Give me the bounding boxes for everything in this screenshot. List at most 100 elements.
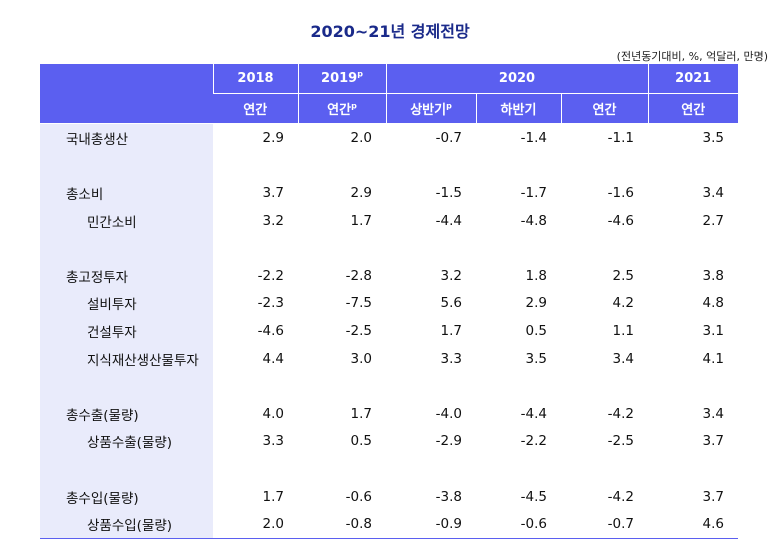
row-label: 설비투자 (40, 289, 213, 318)
value-cell: 1.1 (612, 322, 635, 339)
table-header: 2018 2019p 2020 2021 연간 연간p 상반기p 하반기 연간 연간 (40, 64, 739, 124)
spacer-row (40, 455, 738, 483)
table-row: 총고정투자 -2.2 -2.8 3.2 1.8 2.5 3.8 (40, 261, 738, 290)
spacer-label-cell (40, 151, 213, 180)
table-row: 총수출(물량) 4.0 1.7 -4.0 -4.4 -4.2 3.4 (40, 399, 738, 428)
value-cell: 3.2 (440, 267, 462, 284)
value-cell: 4.6 (648, 510, 739, 539)
value-cell: 1.7 (350, 212, 372, 229)
value-cell: -4.2 (607, 488, 635, 505)
row-label: 총고정투자 (40, 261, 213, 290)
table-row: 총소비 3.7 2.9 -1.5 -1.7 -1.6 3.4 (40, 179, 738, 207)
header-year-2020: 2020 (385, 64, 649, 94)
header-row-years: 2018 2019p 2020 2021 (40, 64, 739, 124)
header-period-text: 연간 (243, 103, 268, 118)
value-cell: 2.0 (350, 129, 372, 146)
value-cell: 3.2 (262, 212, 284, 229)
table-row: 건설투자 -4.6 -2.5 1.7 0.5 1.1 3.1 (40, 317, 738, 345)
unit-note: (전년동기대비, %, 억달러, 만명) (616, 50, 768, 63)
header-year-2018: 2018 (212, 64, 298, 94)
spacer-cell (476, 372, 561, 400)
value-cell: 3.5 (525, 350, 547, 367)
value-cell: -0.7 (561, 510, 649, 539)
spacer-row (40, 234, 738, 262)
spacer-cell (561, 372, 648, 400)
header-period: 연간 (560, 93, 649, 124)
value-cell: -2.8 (345, 267, 372, 284)
value-cell: -3.8 (435, 488, 462, 505)
value-cell: -0.6 (345, 488, 372, 505)
spacer-cell (298, 152, 386, 180)
row-label: 상품수입(물량) (40, 510, 213, 539)
value-cell: -1.5 (435, 184, 462, 201)
header-corner (40, 64, 213, 124)
row-label: 총소비 (40, 179, 213, 207)
page-title: 2020~21년 경제전망 (310, 22, 470, 41)
header-period-text: 연간 (681, 103, 706, 118)
value-cell: -4.4 (435, 212, 462, 229)
spacer-cell (386, 372, 476, 400)
spacer-cell (298, 455, 386, 483)
header-period: 하반기 (475, 93, 561, 124)
value-cell: 2.9 (350, 184, 372, 201)
header-year-2021: 2021 (647, 64, 739, 94)
spacer-cell (476, 152, 561, 180)
spacer-label-cell (40, 455, 213, 483)
spacer-cell (648, 234, 738, 262)
row-label: 건설투자 (40, 317, 213, 345)
value-cell: -0.9 (386, 510, 476, 539)
value-cell: 3.4 (702, 184, 725, 201)
spacer-cell (213, 234, 298, 262)
value-cell: -0.7 (435, 129, 462, 146)
value-cell: 4.2 (612, 295, 635, 312)
header-period: 연간 (213, 93, 298, 124)
header-row-periods: 연간 연간p 상반기p 하반기 연간 연간 (40, 93, 739, 124)
value-cell: -2.2 (520, 433, 547, 450)
value-cell: 4.1 (702, 350, 725, 367)
spacer-label-cell (40, 372, 213, 400)
row-label: 총수입(물량) (40, 482, 213, 511)
header-period-text: 연간 (592, 103, 617, 118)
value-cell: -2.5 (607, 433, 635, 450)
spacer-cell (386, 455, 476, 483)
spacer-cell (561, 152, 648, 180)
value-cell: -7.5 (345, 295, 372, 312)
value-cell: -2.2 (257, 267, 284, 284)
value-cell: 3.8 (702, 267, 725, 284)
value-cell: 0.5 (350, 433, 372, 450)
value-cell: 3.5 (702, 129, 725, 146)
spacer-cell (648, 455, 738, 483)
spacer-cell (213, 152, 298, 180)
value-cell: 3.3 (262, 433, 284, 450)
row-label: 민간소비 (40, 206, 213, 235)
spacer-row (40, 151, 738, 180)
table-row: 상품수입(물량) 2.0 -0.8 -0.9 -0.6 -0.7 4.6 (40, 510, 739, 539)
value-cell: 4.8 (702, 295, 725, 312)
value-cell: -4.8 (520, 212, 547, 229)
value-cell: -1.7 (520, 184, 547, 201)
spacer-label-cell (40, 234, 213, 262)
value-cell: 3.3 (440, 350, 462, 367)
spacer-cell (476, 234, 561, 262)
spacer-cell (648, 152, 738, 180)
spacer-cell (476, 455, 561, 483)
header-period: 상반기p (385, 93, 476, 124)
table-row: 민간소비 3.2 1.7 -4.4 -4.8 -4.6 2.7 (40, 206, 738, 235)
header-period: 연간 (647, 93, 739, 124)
header-period-text: 상반기 (410, 103, 447, 118)
value-cell: 1.8 (525, 267, 547, 284)
spacer-cell (561, 234, 648, 262)
spacer-cell (213, 455, 298, 483)
value-cell: 2.0 (213, 510, 298, 539)
forecast-table: 2018 2019p 2020 2021 연간 연간p 상반기p 하반기 연간 연간 국내… (40, 64, 739, 539)
row-label: 국내총생산 (40, 123, 213, 152)
header-year-2019: 2019p (297, 64, 386, 94)
value-cell: -2.5 (345, 322, 372, 339)
value-cell: 3.4 (612, 350, 635, 367)
value-cell: 5.6 (440, 295, 462, 312)
spacer-row (40, 372, 738, 400)
value-cell: 3.4 (702, 405, 725, 422)
value-cell: -2.3 (257, 295, 284, 312)
value-cell: -0.8 (298, 510, 386, 539)
value-cell: -1.1 (607, 129, 635, 146)
